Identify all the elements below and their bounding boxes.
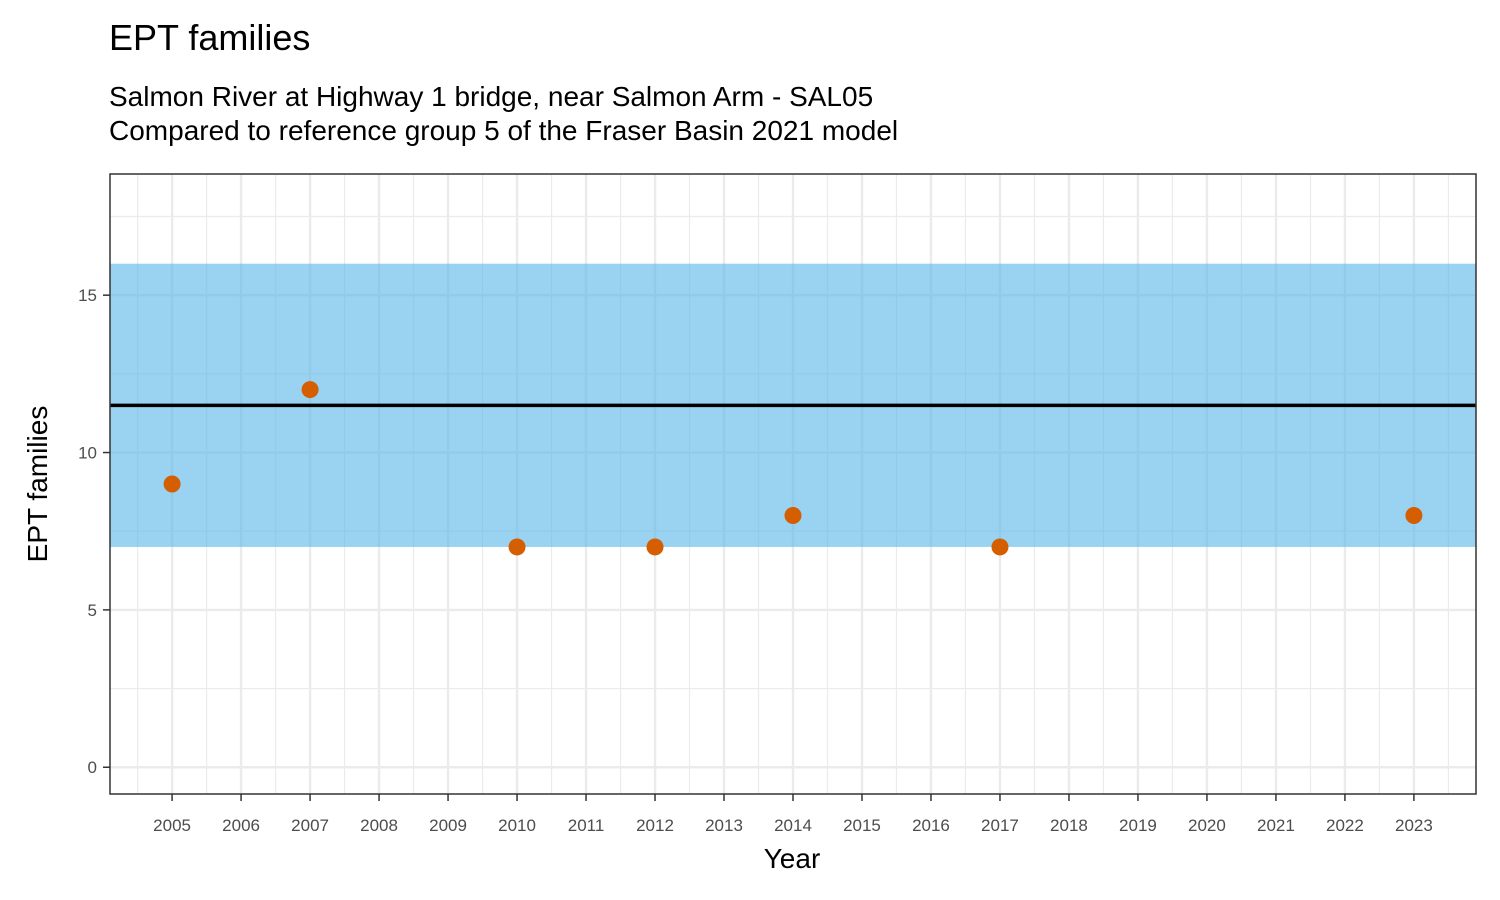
x-tick-label: 2014 — [774, 816, 812, 835]
x-tick-label: 2015 — [843, 816, 881, 835]
y-axis-title: EPT families — [22, 406, 53, 563]
data-point — [508, 538, 526, 556]
data-point — [1405, 506, 1423, 524]
x-tick-label: 2023 — [1395, 816, 1433, 835]
x-tick-label: 2016 — [912, 816, 950, 835]
x-tick-label: 2012 — [636, 816, 674, 835]
y-tick-label: 0 — [88, 758, 97, 777]
axes-layer: 0 5 10 15 2005 2006 2007 2008 2009 2010 2011 2012 20… — [78, 173, 1477, 835]
x-tick-label: 2007 — [291, 816, 329, 835]
x-tick-label: 2005 — [153, 816, 191, 835]
x-tick-label: 2020 — [1188, 816, 1226, 835]
x-tick-label: 2009 — [429, 816, 467, 835]
x-axis-title: Year — [764, 843, 821, 874]
data-point — [991, 538, 1009, 556]
x-tick-label: 2022 — [1326, 816, 1364, 835]
chart-title: EPT families — [109, 17, 311, 58]
x-tick-label: 2019 — [1119, 816, 1157, 835]
x-tick-label: 2010 — [498, 816, 536, 835]
x-tick-label: 2006 — [222, 816, 260, 835]
chart-subtitle-line-2: Compared to reference group 5 of the Fra… — [109, 115, 899, 146]
data-point — [163, 475, 181, 493]
y-tick-label: 5 — [88, 601, 97, 620]
x-tick-label: 2017 — [981, 816, 1019, 835]
x-tick-label: 2018 — [1050, 816, 1088, 835]
data-points-layer — [163, 381, 1423, 556]
y-tick-label: 15 — [78, 286, 97, 305]
data-point — [646, 538, 664, 556]
x-tick-label: 2011 — [568, 816, 605, 835]
data-point — [301, 381, 319, 399]
x-tick-label: 2013 — [705, 816, 743, 835]
chart-subtitle-line-1: Salmon River at Highway 1 bridge, near S… — [109, 81, 874, 112]
y-tick-label: 10 — [78, 444, 97, 463]
data-point — [784, 506, 802, 524]
x-tick-label: 2021 — [1257, 816, 1295, 835]
x-tick-label: 2008 — [360, 816, 398, 835]
